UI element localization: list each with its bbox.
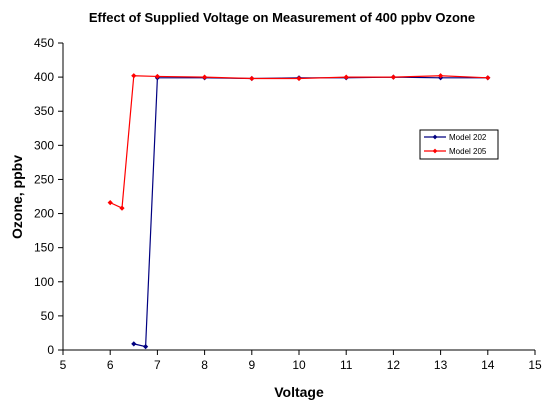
x-axis-label: Voltage <box>274 384 324 400</box>
y-axis-label: Ozone, ppbv <box>9 155 25 239</box>
y-tick-label: 350 <box>34 104 54 118</box>
legend-label-model-202: Model 202 <box>449 133 487 142</box>
legend-marker-model-202 <box>432 134 438 140</box>
x-tick-label: 15 <box>528 358 542 372</box>
y-tick-label: 50 <box>41 309 55 323</box>
y-tick-label: 0 <box>47 343 54 357</box>
x-tick-label: 14 <box>481 358 495 372</box>
data-point-model-205 <box>249 75 255 82</box>
series-line-model-202 <box>133 76 488 348</box>
data-point-model-205 <box>485 75 491 81</box>
ticks: 5 6 7 8 9 10 11 12 13 14 1505010015020025030035040… <box>34 36 542 372</box>
x-tick-label: 5 <box>60 358 67 372</box>
y-tick-label: 100 <box>34 275 54 289</box>
data-point-model-202 <box>131 341 137 347</box>
x-tick-label: 11 <box>340 358 353 372</box>
data-point-model-205 <box>119 205 125 211</box>
data-point-model-205 <box>202 74 208 80</box>
data-point-model-202 <box>143 343 149 350</box>
y-tick-label: 200 <box>34 207 54 221</box>
data-point-model-205 <box>438 73 444 79</box>
x-tick-label: 9 <box>248 358 255 372</box>
y-tick-label: 250 <box>34 172 54 186</box>
data-point-model-205 <box>154 73 160 80</box>
axes <box>62 43 535 351</box>
data-point-model-205 <box>343 74 349 80</box>
legend-label-model-205: Model 205 <box>449 147 487 156</box>
x-tick-label: 8 <box>201 358 208 372</box>
legend-box <box>419 129 499 160</box>
legend: Model 202 Model 205 <box>419 129 499 160</box>
data-point-model-205 <box>131 73 137 79</box>
y-tick-label: 300 <box>34 138 54 152</box>
data-point-model-205 <box>296 75 302 82</box>
x-tick-label: 10 <box>292 358 306 372</box>
y-tick-label: 150 <box>34 241 54 255</box>
data-point-model-205 <box>390 74 396 80</box>
y-tick-label: 450 <box>34 36 54 50</box>
legend-marker-model-205 <box>432 148 438 154</box>
x-tick-label: 12 <box>387 358 401 372</box>
x-tick-label: 7 <box>154 358 161 372</box>
y-tick-label: 400 <box>34 70 54 84</box>
x-tick-label: 13 <box>434 358 448 372</box>
chart-title: Effect of Supplied Voltage on Measuremen… <box>89 10 475 25</box>
series-layer <box>107 73 491 350</box>
data-point-model-205 <box>107 200 113 206</box>
x-tick-label: 6 <box>107 358 114 372</box>
